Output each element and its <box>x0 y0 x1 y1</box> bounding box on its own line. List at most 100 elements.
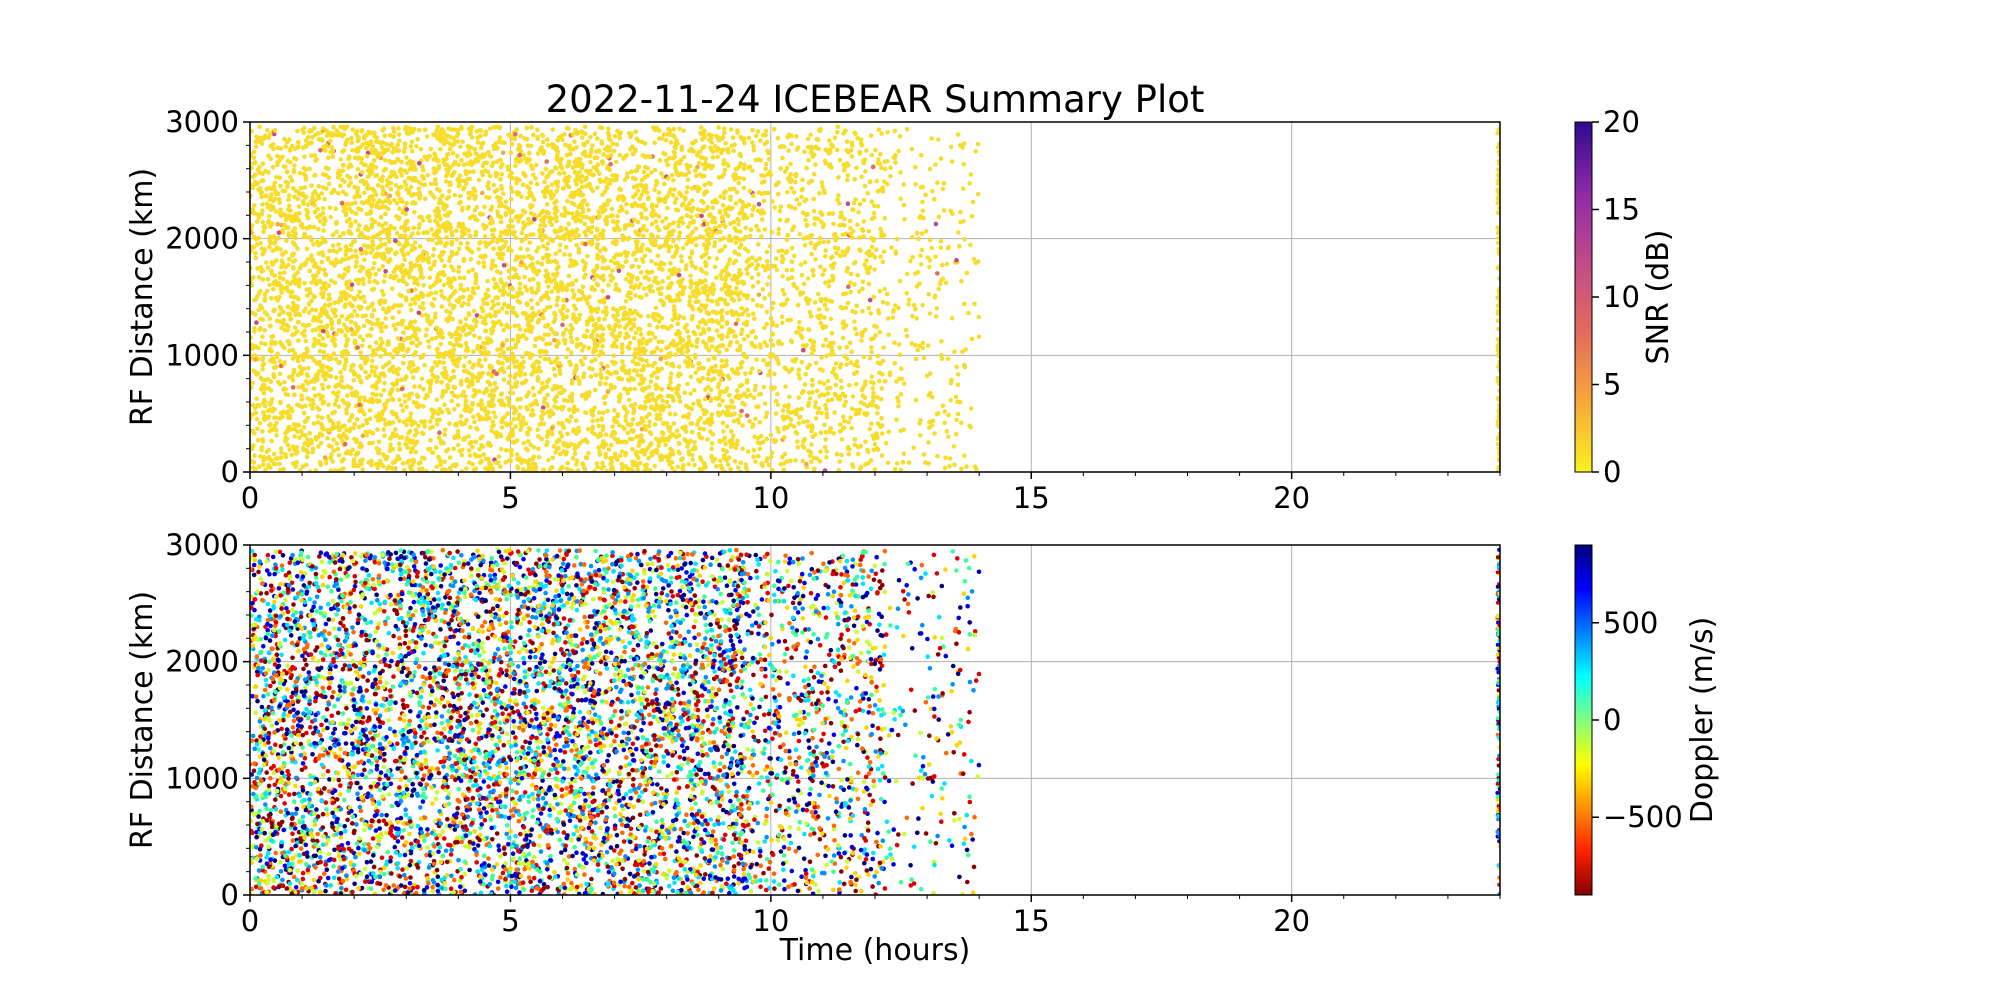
scatter-point <box>823 296 828 302</box>
scatter-point <box>347 301 353 306</box>
scatter-point <box>383 211 388 217</box>
scatter-point <box>385 147 391 152</box>
scatter-point <box>565 431 570 437</box>
scatter-point <box>725 146 731 152</box>
scatter-point <box>296 189 302 195</box>
scatter-point <box>516 143 522 148</box>
scatter-point <box>304 246 310 252</box>
scatter-point <box>822 190 827 196</box>
scatter-point <box>470 444 475 450</box>
scatter-point <box>322 217 328 222</box>
scatter-point <box>642 423 648 429</box>
scatter-point <box>501 350 507 355</box>
scatter-point <box>673 385 679 391</box>
scatter-point <box>566 282 571 288</box>
scatter-point <box>875 204 881 209</box>
scatter-point <box>428 437 433 443</box>
scatter-point <box>552 310 557 316</box>
scatter-point <box>568 258 574 263</box>
scatter-point <box>721 437 727 443</box>
scatter-point <box>321 221 327 227</box>
scatter-point <box>330 326 335 331</box>
scatter-point <box>626 346 632 351</box>
scatter-point <box>897 278 903 284</box>
scatter-point <box>317 349 323 354</box>
scatter-point <box>750 207 756 212</box>
scatter-point <box>693 370 699 376</box>
scatter-point <box>461 389 467 395</box>
scatter-point <box>875 395 880 400</box>
scatter-point <box>904 333 910 339</box>
scatter-point <box>466 312 472 318</box>
scatter-point <box>652 370 657 376</box>
scatter-point <box>409 193 415 198</box>
scatter-point <box>624 210 629 215</box>
scatter-point <box>452 159 458 165</box>
scatter-point <box>827 138 832 143</box>
scatter-point <box>358 264 364 270</box>
scatter-point <box>251 210 256 216</box>
scatter-point <box>882 166 888 172</box>
scatter-point <box>898 467 904 472</box>
scatter-point <box>679 259 684 264</box>
scatter-point <box>295 246 300 251</box>
scatter-point <box>975 191 981 197</box>
scatter-point <box>806 403 811 408</box>
scatter-point <box>263 467 268 472</box>
scatter-point <box>525 247 530 252</box>
scatter-point <box>845 300 851 306</box>
scatter-point <box>687 299 692 304</box>
scatter-point <box>468 130 473 135</box>
scatter-point <box>785 233 790 238</box>
scatter-point <box>620 350 625 355</box>
scatter-point <box>831 352 836 357</box>
scatter-point <box>543 349 549 354</box>
scatter-point <box>697 320 703 325</box>
scatter-point <box>574 342 580 347</box>
scatter-point <box>758 433 764 439</box>
scatter-point <box>754 133 759 139</box>
scatter-point <box>608 161 613 167</box>
scatter-point <box>901 427 907 433</box>
scatter-point <box>396 303 401 308</box>
scatter-point <box>257 420 263 426</box>
scatter-point <box>817 235 823 241</box>
scatter-point <box>609 442 614 448</box>
scatter-point <box>885 301 890 306</box>
scatter-point <box>448 310 453 315</box>
scatter-point <box>519 194 524 200</box>
scatter-point <box>647 430 653 435</box>
scatter-point <box>419 376 425 382</box>
scatter-point <box>899 376 904 382</box>
scatter-point <box>412 319 418 324</box>
scatter-point <box>261 390 267 396</box>
scatter-point <box>887 370 893 376</box>
scatter-point <box>542 356 548 362</box>
scatter-point <box>678 217 683 222</box>
scatter-point <box>659 171 664 176</box>
scatter-point <box>379 145 385 150</box>
scatter-point <box>638 211 644 217</box>
scatter-point <box>353 321 358 326</box>
scatter-point <box>271 308 276 314</box>
scatter-point <box>920 199 925 205</box>
scatter-point <box>946 244 951 250</box>
scatter-point <box>250 275 256 280</box>
scatter-point <box>352 340 358 345</box>
scatter-point <box>343 343 349 349</box>
scatter-point <box>436 228 442 234</box>
scatter-point <box>734 339 740 345</box>
scatter-point <box>849 406 855 411</box>
scatter-point <box>265 265 271 270</box>
scatter-point <box>311 224 317 230</box>
scatter-point <box>281 410 286 415</box>
scatter-point <box>513 235 519 241</box>
scatter-point <box>458 295 463 301</box>
scatter-point <box>570 132 575 137</box>
scatter-point <box>509 218 515 223</box>
scatter-point <box>639 192 644 198</box>
scatter-point <box>424 392 430 398</box>
scatter-point <box>441 221 447 227</box>
scatter-point <box>710 149 716 154</box>
scatter-point <box>647 411 652 417</box>
